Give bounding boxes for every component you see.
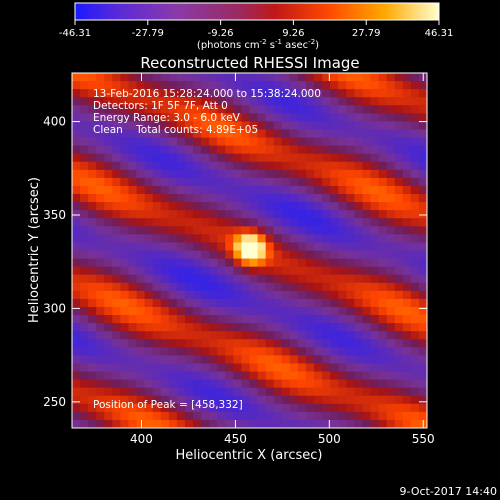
colorbar-units: (photons cm-2 s-1 asec-2) (197, 38, 319, 51)
colorbar-tick-label: -27.79 (132, 28, 164, 39)
y-tick-label: 400 (43, 115, 66, 129)
colorbar-tick-label: -46.31 (59, 28, 91, 39)
footer-timestamp: 9-Oct-2017 14:40 (400, 485, 497, 498)
x-tick-label: 450 (224, 432, 247, 446)
colorbar-tick-label: 9.26 (282, 28, 304, 39)
y-tick-label: 250 (43, 395, 66, 409)
annotation-time-range: 13-Feb-2016 15:28:24.000 to 15:38:24.000 (93, 88, 321, 100)
y-axis-ticks: 250 300 350 400 (43, 115, 427, 409)
colorbar-tick-label: -9.26 (208, 28, 234, 39)
peak-position-label: Position of Peak = [458,332] (93, 399, 243, 411)
x-axis-ticks: 400 450 500 550 (130, 73, 435, 446)
colorbar: -46.31 -27.79 -9.26 9.26 27.79 46.31 (photons… (59, 2, 453, 51)
plot-frame (71, 72, 428, 429)
colorbar-tick-label: 46.31 (425, 28, 454, 39)
chart-title: Reconstructed RHESSI Image (140, 54, 359, 72)
annotation-detectors: Detectors: 1F 5F 7F, Att 0 (93, 100, 228, 112)
colorbar-tick-label: 27.79 (352, 28, 381, 39)
annotation-block: 13-Feb-2016 15:28:24.000 to 15:38:24.000… (93, 88, 321, 136)
colorbar-ticks: -46.31 -27.79 -9.26 9.26 27.79 46.31 (59, 20, 453, 39)
annotation-energy-range: Energy Range: 3.0 - 6.0 keV (93, 112, 241, 124)
x-axis-label: Heliocentric X (arcsec) (176, 448, 323, 463)
colorbar-gradient (74, 2, 440, 21)
y-axis-label: Heliocentric Y (arcsec) (27, 177, 42, 323)
y-tick-label: 300 (43, 301, 66, 315)
x-tick-label: 550 (412, 432, 435, 446)
x-tick-label: 400 (130, 432, 153, 446)
x-tick-label: 500 (318, 432, 341, 446)
heatmap-image (72, 73, 427, 428)
annotation-clean-counts: Clean Total counts: 4.89E+05 (93, 124, 258, 136)
y-tick-label: 350 (43, 208, 66, 222)
